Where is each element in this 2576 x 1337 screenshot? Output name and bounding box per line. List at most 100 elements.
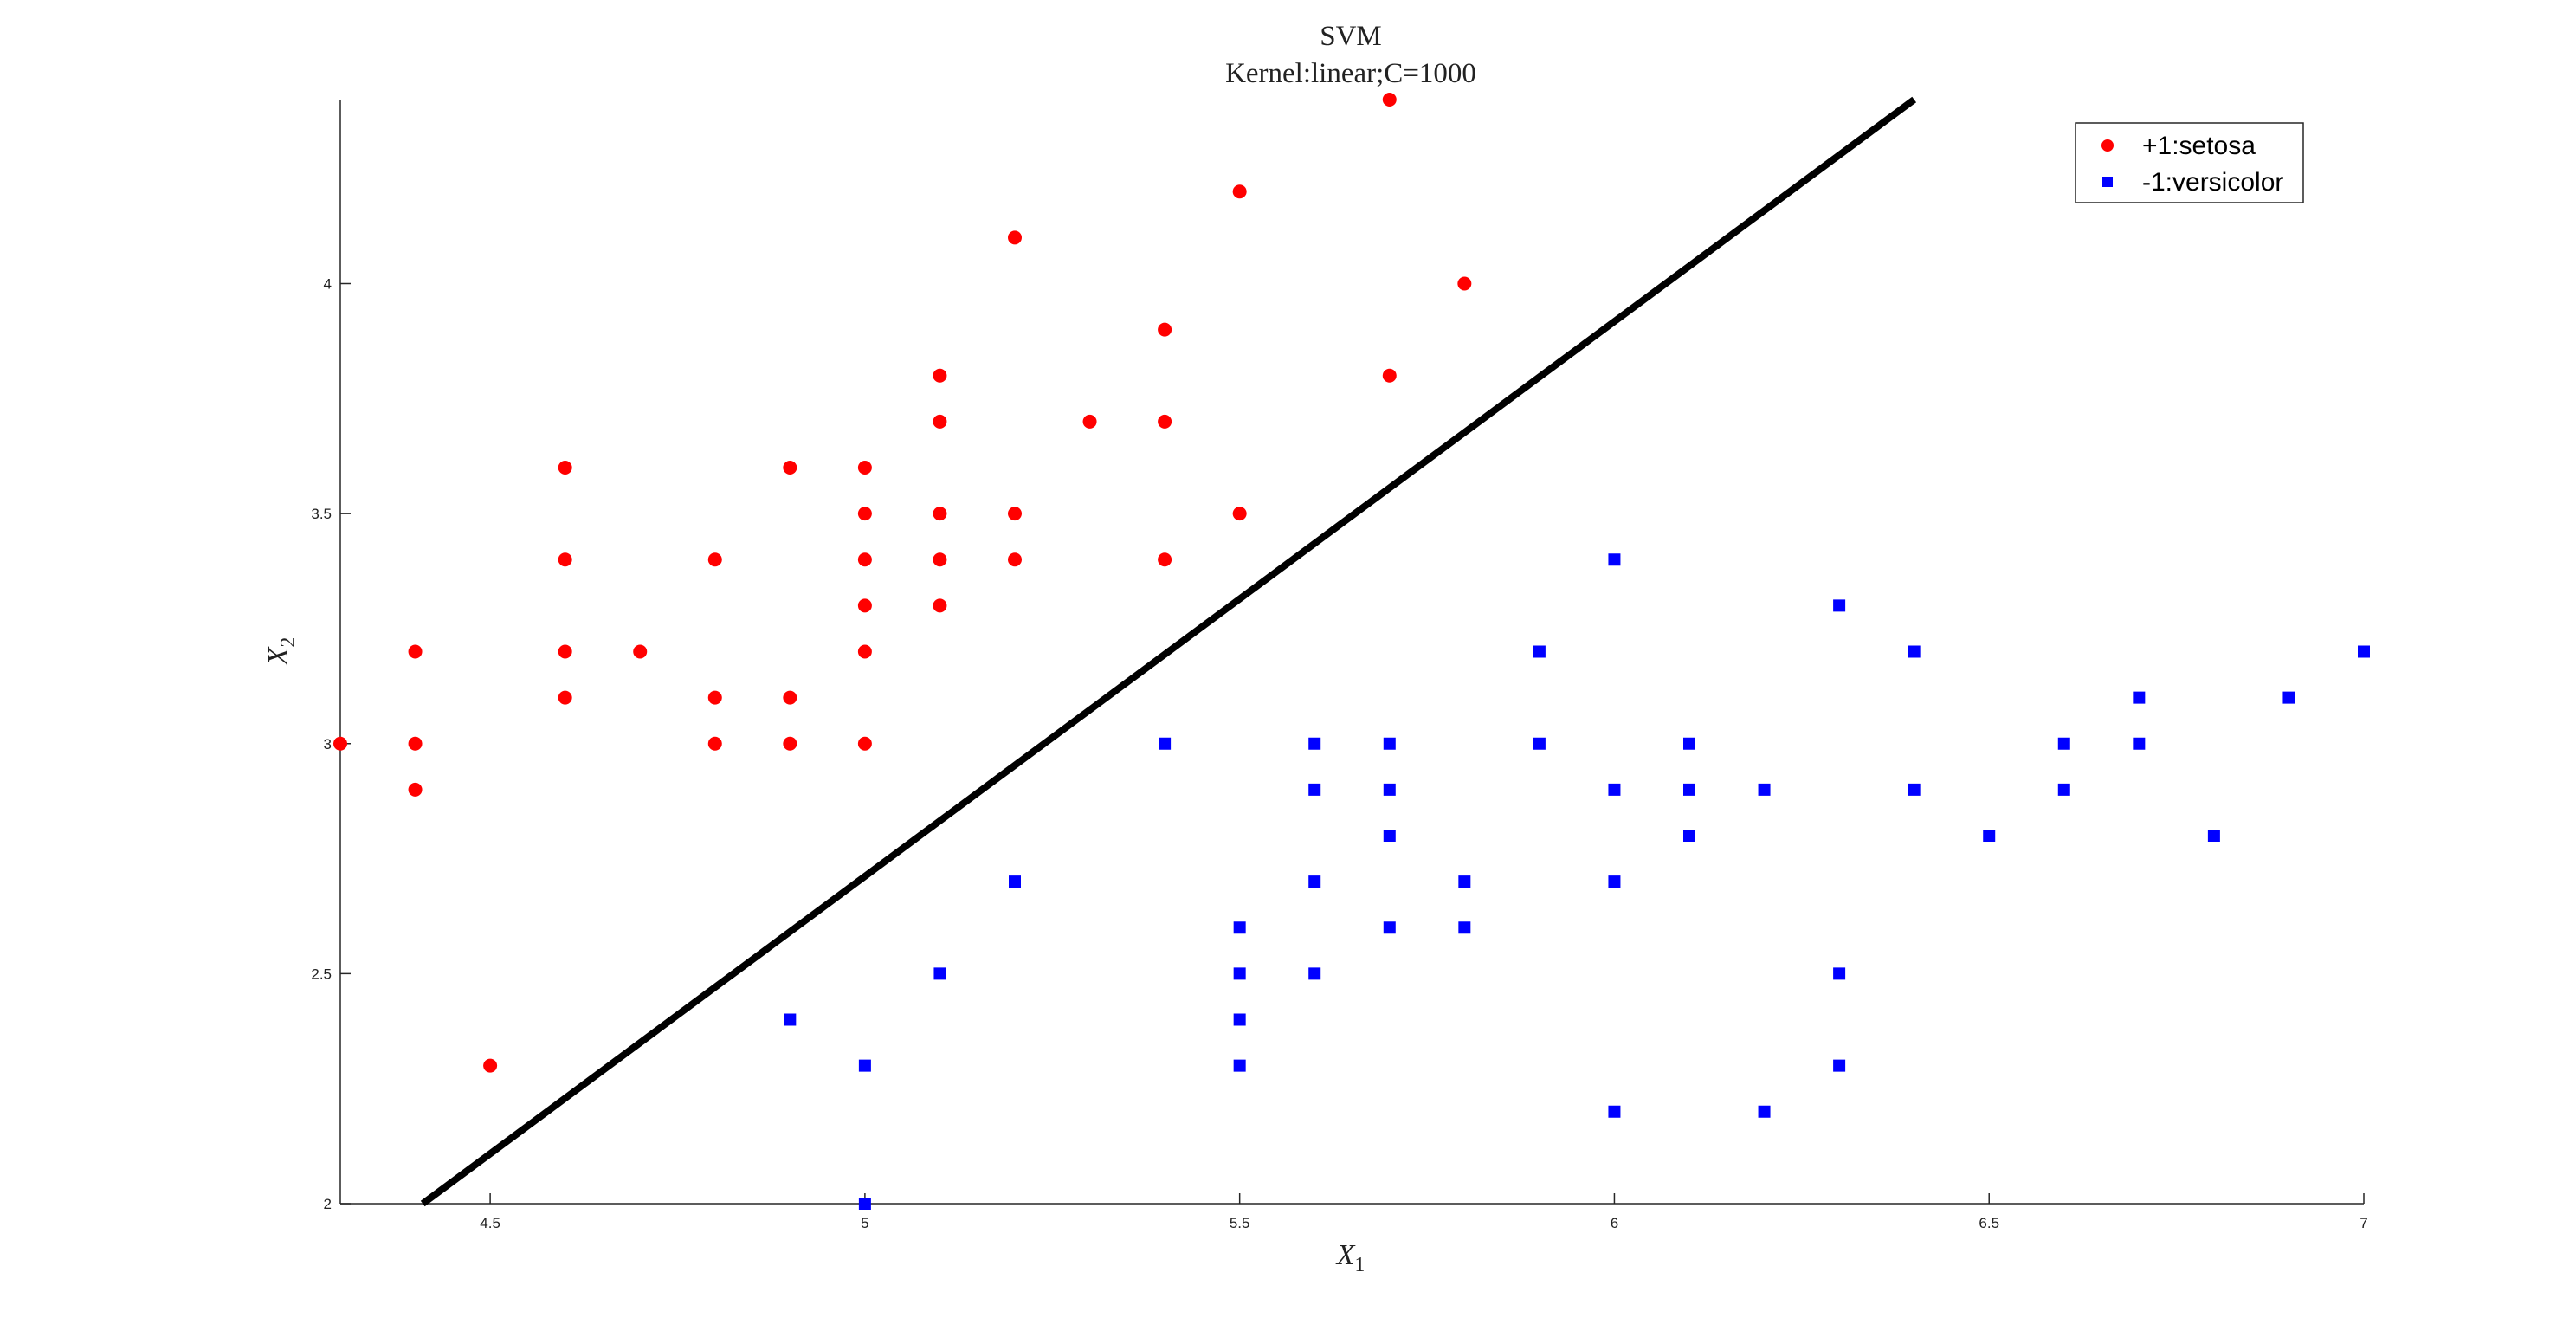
legend[interactable]: +1:setosa -1:versicolor [2075, 122, 2304, 203]
setosa-point [1457, 276, 1472, 291]
x-tick-label: 5.5 [1230, 1215, 1250, 1231]
versicolor-point [2282, 691, 2295, 704]
setosa-point [1232, 184, 1247, 199]
chart-subtitle: Kernel:linear;C=1000 [1225, 58, 1476, 89]
setosa-point [558, 552, 572, 567]
versicolor-point [1458, 875, 1471, 888]
versicolor-point [1608, 783, 1621, 796]
versicolor-point [1159, 737, 1172, 750]
versicolor-point [1908, 783, 1921, 796]
setosa-point [1008, 507, 1022, 521]
setosa-point [483, 1058, 498, 1073]
versicolor-point [858, 1198, 871, 1210]
legend-label-versicolor: -1:versicolor [2142, 168, 2283, 197]
setosa-point [558, 690, 572, 705]
versicolor-point [1608, 553, 1621, 566]
setosa-point [933, 507, 947, 521]
setosa-point [1158, 322, 1172, 337]
versicolor-point [933, 967, 946, 980]
versicolor-point [1533, 737, 1546, 750]
data-points [333, 93, 2370, 1210]
setosa-point [333, 736, 347, 751]
setosa-point [1008, 230, 1022, 245]
x-tick-label: 6.5 [1979, 1215, 1999, 1231]
versicolor-point [1383, 830, 1396, 842]
versicolor-point [1233, 1059, 1246, 1072]
versicolor-point [1833, 967, 1846, 980]
x-axis-label-main: X [1335, 1239, 1356, 1271]
versicolor-point [1533, 645, 1546, 658]
setosa-point [558, 461, 572, 475]
setosa-point [1382, 93, 1397, 107]
setosa-point [933, 552, 947, 567]
x-axis-label-subscript: 1 [1354, 1254, 1365, 1276]
setosa-point [1382, 368, 1397, 383]
versicolor-point [858, 1059, 871, 1072]
x-axis-label: X1 [1335, 1239, 1365, 1276]
versicolor-point [1683, 783, 1695, 796]
x-tick-label: 4.5 [480, 1215, 500, 1231]
y-tick-label: 3.5 [311, 506, 332, 522]
versicolor-point [1608, 875, 1621, 888]
chart-title: SVM [1320, 21, 1382, 52]
versicolor-point [784, 1013, 797, 1026]
setosa-point [783, 690, 797, 705]
versicolor-point [1833, 1059, 1846, 1072]
versicolor-point [1758, 783, 1771, 796]
y-tick-label: 2 [324, 1196, 332, 1212]
versicolor-point [1458, 921, 1471, 934]
setosa-point [408, 782, 423, 797]
versicolor-point [1308, 875, 1321, 888]
setosa-point [1082, 414, 1097, 429]
versicolor-point [1308, 783, 1321, 796]
y-axis-label-main: X [262, 646, 294, 667]
x-tick-label: 6 [1611, 1215, 1618, 1231]
y-tick-label: 3 [324, 736, 332, 752]
setosa-point [1008, 552, 1022, 567]
versicolor-point [2057, 783, 2070, 796]
versicolor-point [1908, 645, 1921, 658]
versicolor-point [2057, 737, 2070, 750]
x-tick-label: 5 [861, 1215, 868, 1231]
versicolor-point [1833, 599, 1846, 612]
setosa-point [707, 552, 722, 567]
versicolor-point [1608, 1105, 1621, 1118]
versicolor-point [1233, 1013, 1246, 1026]
versicolor-point [2207, 830, 2220, 842]
setosa-point [857, 736, 872, 751]
versicolor-point [2133, 691, 2146, 704]
y-tick-label: 4 [324, 276, 332, 293]
legend-marker-setosa [2101, 139, 2114, 152]
setosa-point [1158, 414, 1172, 429]
versicolor-point [1983, 830, 1996, 842]
legend-label-setosa: +1:setosa [2142, 132, 2256, 160]
setosa-point [707, 736, 722, 751]
decision-boundary-group [420, 96, 1917, 1207]
setosa-point [857, 598, 872, 613]
setosa-point [933, 414, 947, 429]
versicolor-point [1009, 875, 1021, 888]
decision-boundary-line [420, 96, 1917, 1207]
legend-box [2075, 122, 2304, 203]
y-tick-label: 2.5 [311, 966, 332, 982]
versicolor-point [1683, 737, 1695, 750]
setosa-point [558, 644, 572, 659]
setosa-point [933, 368, 947, 383]
versicolor-point [2358, 645, 2370, 658]
versicolor-point [1233, 921, 1246, 934]
setosa-point [857, 644, 872, 659]
versicolor-point [1308, 737, 1321, 750]
setosa-point [857, 552, 872, 567]
setosa-point [1232, 507, 1247, 521]
versicolor-point [1383, 783, 1396, 796]
setosa-point [408, 644, 423, 659]
plot-area: 4.5 5 5.5 6 6.5 7 2 2.5 3 3.5 4 [311, 93, 2370, 1231]
versicolor-point [1383, 737, 1396, 750]
setosa-point [933, 598, 947, 613]
setosa-point [857, 461, 872, 475]
setosa-point [707, 690, 722, 705]
setosa-point [633, 644, 648, 659]
versicolor-point [1233, 967, 1246, 980]
setosa-point [783, 461, 797, 475]
